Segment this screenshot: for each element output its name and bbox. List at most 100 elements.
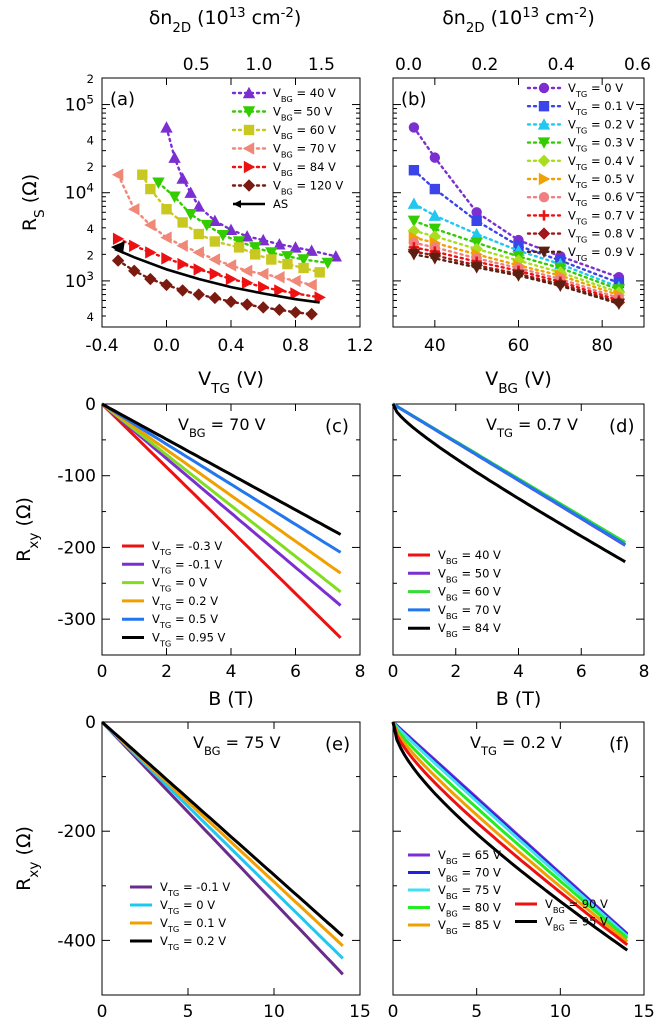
data-point — [193, 228, 204, 240]
data-point — [314, 267, 325, 278]
series-3: VTG = 0.2 V — [101, 402, 342, 612]
arrow-head — [110, 240, 125, 254]
top-tick-label: 1.5 — [308, 55, 335, 75]
legend-label: VBG = 84 V — [438, 621, 501, 639]
y-tick-label: 104 — [65, 181, 94, 204]
legend-marker — [243, 124, 255, 136]
data-point — [128, 264, 141, 278]
series-line — [392, 402, 626, 546]
legend-label: VTG = 0.5 V — [152, 612, 218, 630]
condition-annotation: VTG = 0.2 V — [470, 733, 562, 758]
x-tick-label: 5 — [471, 1002, 482, 1022]
series-line — [412, 126, 621, 279]
y-minor-label: 4 — [87, 134, 94, 148]
x-tick-label: 2 — [450, 662, 461, 682]
series-line — [101, 402, 342, 575]
series-2: VTG = 0 V — [101, 402, 342, 594]
data-point — [208, 214, 222, 227]
x-tick-label: 60 — [508, 336, 530, 356]
data-point — [176, 239, 188, 253]
x-tick-label: 40 — [424, 336, 446, 356]
data-point — [281, 251, 294, 263]
series-2: VBG = 75 V — [391, 721, 629, 938]
legend-label: VTG = 0.7 V — [568, 208, 634, 226]
y-axis-label: Rxy (Ω) — [13, 497, 42, 562]
legend-label: VTG = 0.4 V — [568, 154, 634, 172]
plot-frame — [392, 721, 645, 996]
legend-label: VBG = 95 V — [545, 915, 608, 933]
x-tick-label: 6 — [576, 662, 587, 682]
data-point — [192, 246, 204, 259]
top-tick-label: 0.6 — [624, 55, 651, 75]
data-point — [240, 298, 254, 311]
x-tick-label: 2 — [161, 662, 172, 682]
legend-label: VBG = 120 V — [273, 179, 343, 197]
data-point — [233, 242, 245, 253]
top-tick-label: 0.5 — [183, 55, 210, 75]
data-point — [305, 244, 318, 256]
data-point — [407, 215, 421, 228]
data-point — [184, 209, 197, 221]
data-point — [248, 242, 262, 254]
data-point — [289, 306, 302, 319]
top-axis-label: δn2D (1013 cm-2) — [149, 6, 302, 36]
legend-label: VTG = 0.95 V — [152, 631, 226, 649]
x-axis-label: VTG (V) — [198, 368, 264, 397]
legend-label: VBG = 70 V — [438, 866, 501, 884]
x-axis-label: VBG (V) — [485, 368, 552, 397]
legend-label: VTG = 0 V — [152, 576, 207, 594]
series-3: VTG = 0.2 V — [100, 720, 344, 952]
legend-marker — [537, 246, 551, 258]
data-point — [200, 219, 214, 232]
legend-marker — [538, 172, 551, 186]
top-tick-label: 1.0 — [245, 55, 272, 75]
legend-label: VBG = 50 V — [438, 566, 501, 584]
data-point — [176, 172, 189, 184]
data-point — [160, 121, 173, 133]
legend-label: VBG = 70 V — [273, 142, 336, 160]
panel-a: -0.4 0.0 0.4 0.8 1.2 0.5 1.0 1.5 δn2D (1013 cm-2… — [19, 6, 374, 398]
series-5: VTG = 0.95 V — [101, 402, 342, 649]
data-point — [208, 291, 222, 305]
series-4: VBG = 84 V — [391, 403, 626, 639]
y-minor-label: 4 — [87, 310, 94, 324]
data-point — [265, 247, 278, 259]
legend-label: VTG = 0.2 V — [568, 117, 634, 135]
series-5: VBG = 120 V — [111, 179, 343, 321]
series-1: VBG= 50 V — [152, 105, 334, 270]
legend-label: VTG = -0.1 V — [160, 880, 230, 898]
y-tick-label: 0 — [85, 395, 96, 415]
data-point — [408, 122, 420, 133]
x-tick-label: 15 — [633, 1002, 655, 1022]
series-line — [100, 720, 344, 976]
x-axis-label: B (T) — [208, 688, 254, 710]
x-tick-label: 0.0 — [153, 336, 180, 356]
series-line — [391, 721, 629, 952]
data-point — [193, 263, 205, 276]
data-point — [176, 284, 189, 297]
data-point — [429, 152, 441, 163]
legend-label: VBG = 40 V — [438, 548, 501, 566]
legend-label: VTG = 0.2 V — [160, 934, 226, 952]
data-point — [161, 204, 172, 215]
legend-label: VTG = 0.1 V — [568, 99, 634, 117]
legend-label: VTG = -0.3 V — [152, 539, 222, 557]
series-2: VBG = 60 V — [137, 123, 336, 278]
legend-label: VTG = 0.8 V — [568, 227, 634, 245]
data-point — [289, 241, 302, 253]
data-point — [314, 291, 326, 304]
series-line — [100, 402, 342, 639]
y-tick-label: 103 — [65, 269, 94, 292]
legend-label: VBG = 70 V — [438, 603, 501, 621]
data-point — [192, 200, 205, 212]
x-axis-label: B (T) — [496, 688, 542, 710]
y-tick-label: -200 — [57, 822, 96, 842]
series-6: AS — [110, 197, 320, 304]
series-line — [101, 402, 342, 594]
data-point — [145, 246, 157, 259]
data-point — [144, 272, 157, 286]
data-point — [554, 280, 567, 292]
series-0: VTG = 0 V — [408, 81, 625, 283]
data-point — [470, 262, 483, 274]
legend-marker — [242, 142, 255, 155]
